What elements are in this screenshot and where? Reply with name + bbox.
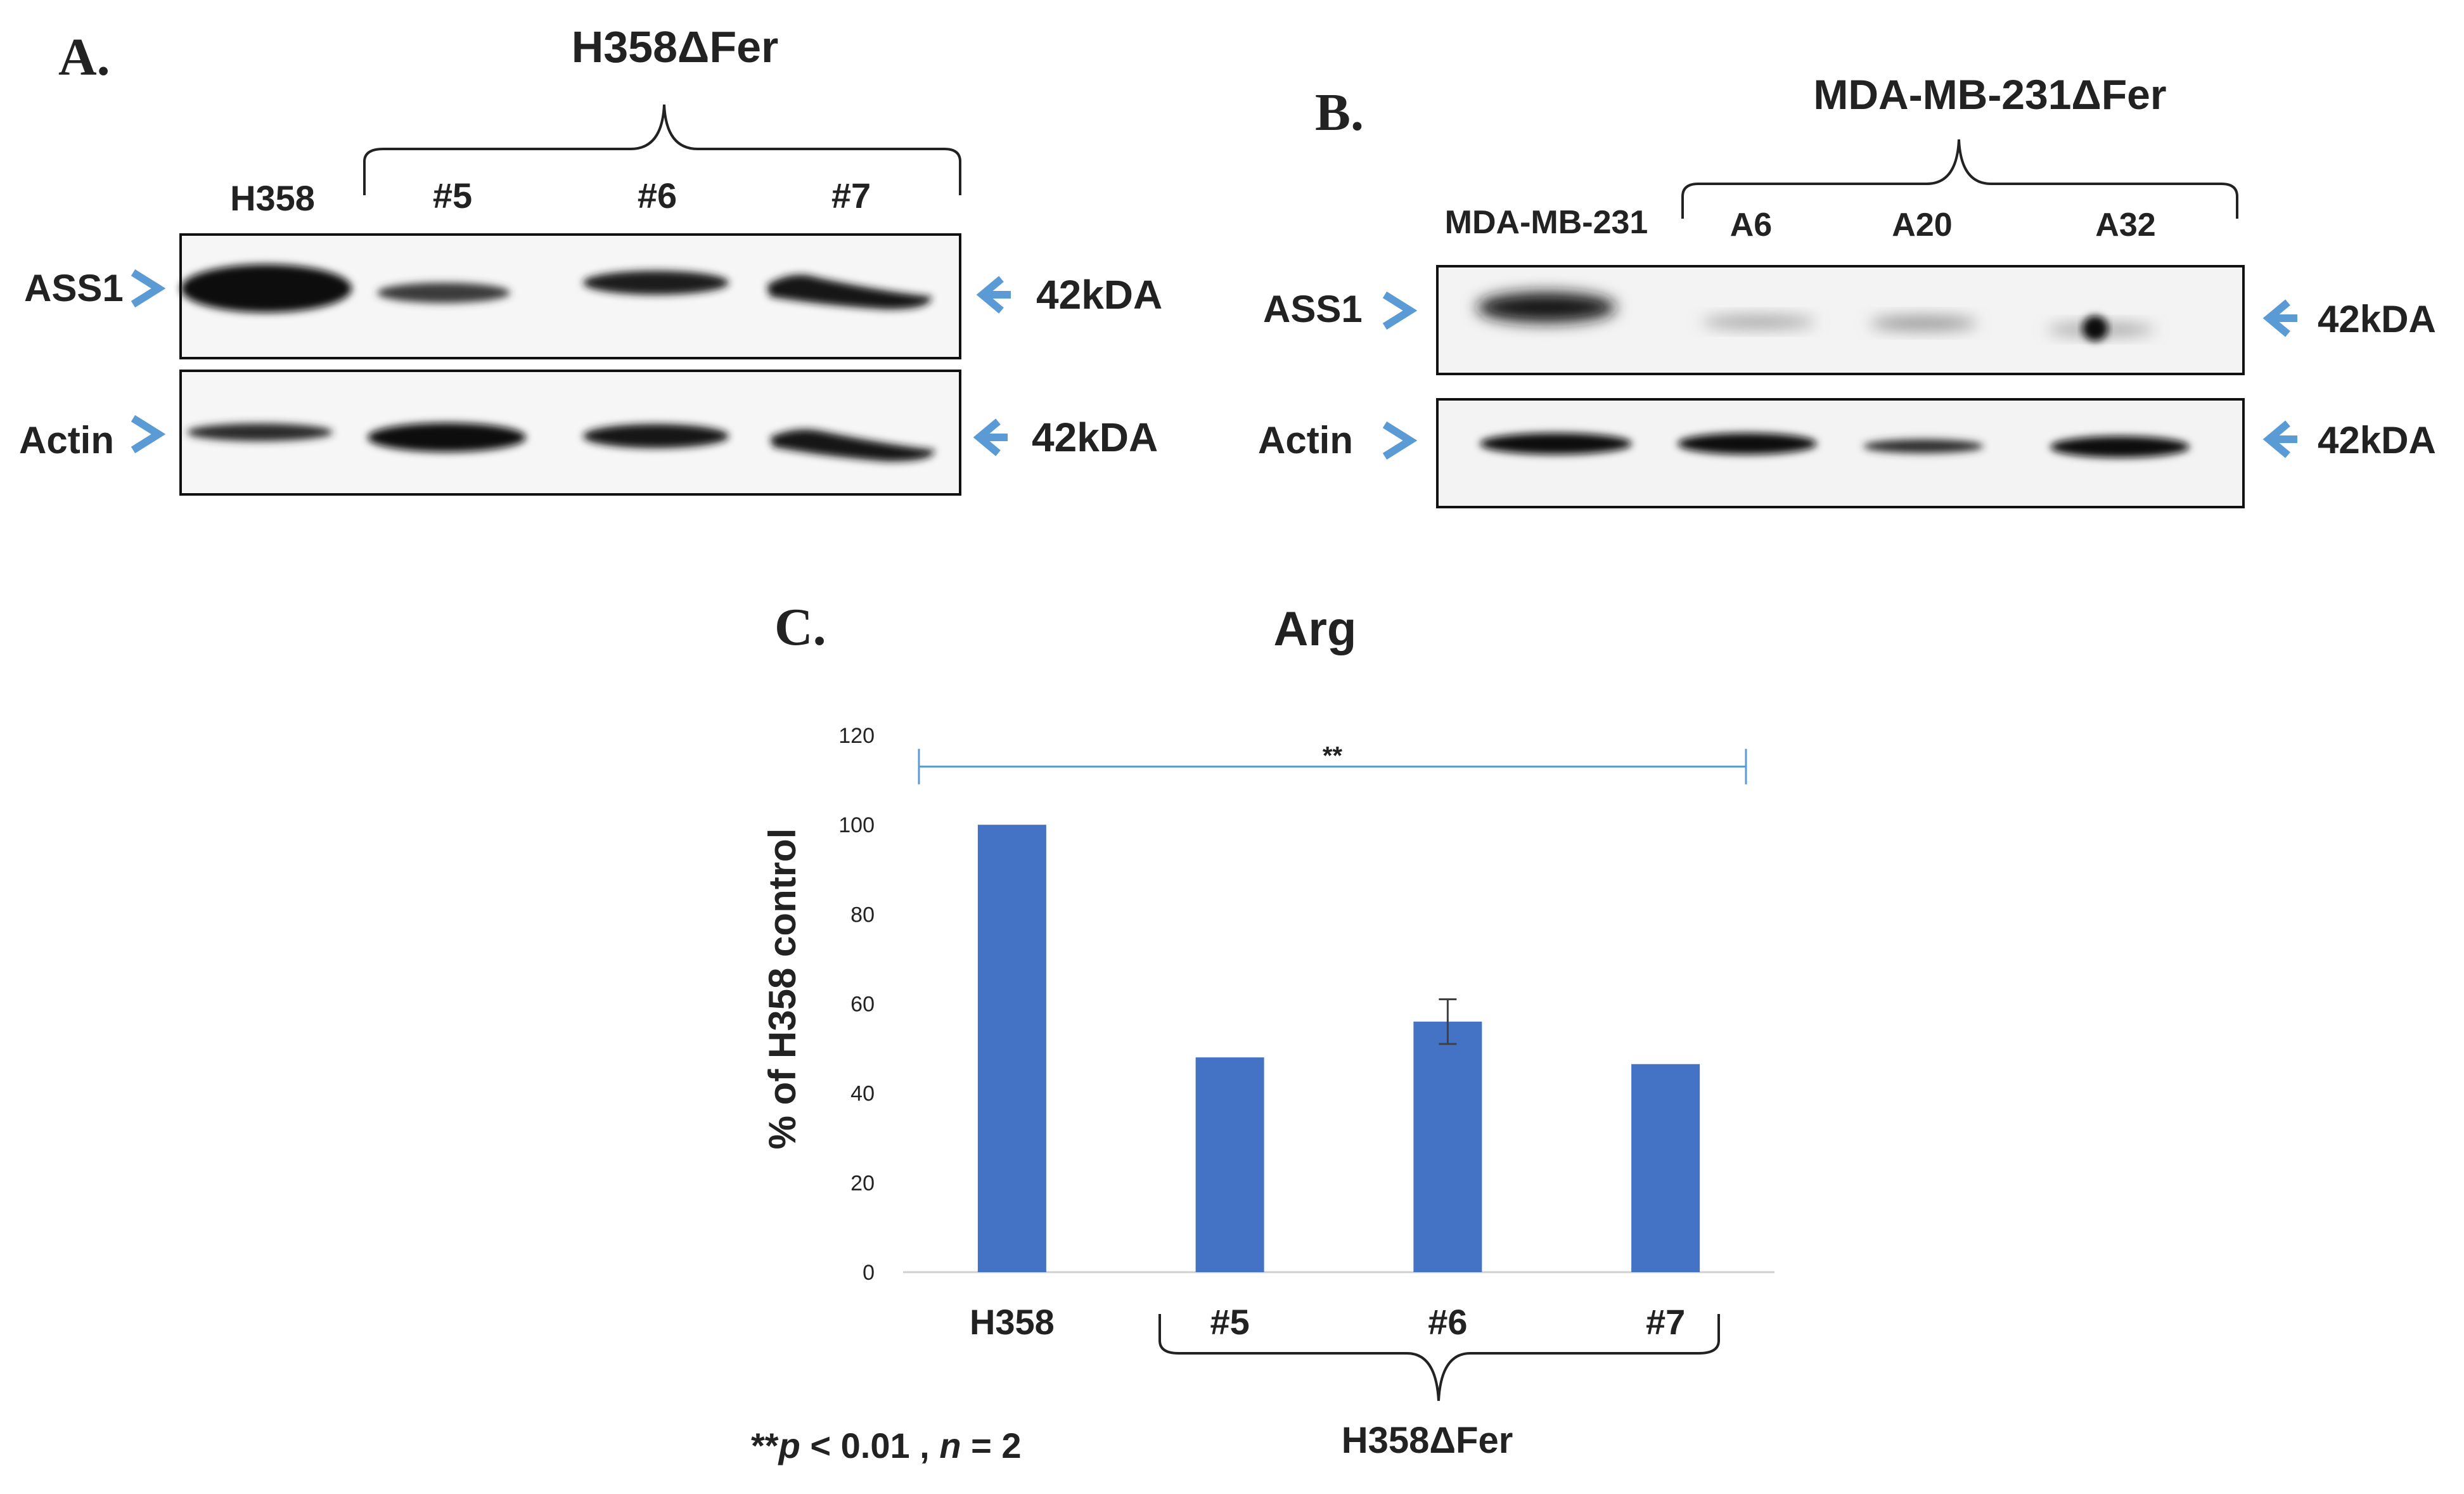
panel-b-lane-label-1: MDA-MB-231: [1445, 204, 1648, 241]
panel-a-actin-band-3: [583, 424, 729, 448]
bar: [1413, 1021, 1482, 1272]
panel-a-actin-bands: [187, 423, 935, 461]
panel-a-actin-band-2: [368, 423, 526, 452]
footnote-p: p: [778, 1426, 800, 1465]
footnote-stars: **: [751, 1426, 779, 1465]
chart-title: Arg: [1274, 602, 1357, 656]
panel-a-actin-band-4: [770, 429, 935, 461]
panel-b-letter: B.: [1315, 83, 1364, 142]
panel-a-lane-label-4: #7: [831, 176, 871, 216]
panel-a-ass1-right-arrow-icon: [976, 276, 1011, 314]
panel-c-group-label: H358ΔFer: [1342, 1420, 1513, 1461]
y-tick-label: 60: [850, 993, 875, 1017]
y-tick-label: 40: [850, 1082, 875, 1106]
panel-b-ass1-band-1: [1477, 292, 1616, 323]
panel-a-ass1-band-3: [583, 271, 729, 295]
panel-a-actin-left-arrow-icon: [131, 415, 166, 454]
panel-a-ass1-band-4: [767, 274, 932, 309]
panel-b-actin-band-3: [1863, 439, 1984, 453]
footnote-eq: = 2: [961, 1426, 1022, 1465]
panel-b-actin-label: Actin: [1258, 419, 1353, 461]
panel-b-ass1-band-3: [1870, 317, 1977, 330]
panel-a-group-bracket: [363, 104, 961, 195]
y-tick-label: 20: [850, 1171, 875, 1195]
panel-b-actin-left-arrow-icon: [1382, 421, 1418, 460]
panel-a-ass1-marker: 42kDA: [1036, 272, 1162, 318]
bar: [977, 825, 1046, 1272]
panel-b-ass1-right-arrow-icon: [2262, 299, 2297, 337]
panel-b-ass1-bands: [1477, 292, 2155, 341]
panel-b-ass1-spot: [2082, 316, 2108, 341]
panel-b-actin-band-4: [2050, 436, 2190, 458]
panel-a-lane-label-2: #5: [433, 176, 472, 216]
panel-a-ass1-label: ASS1: [24, 267, 124, 309]
panel-b-lane-label-4: A32: [2095, 207, 2155, 243]
significance-stars: **: [1323, 742, 1343, 770]
panel-b-ass1-marker: 42kDA: [2318, 298, 2436, 340]
panel-b-actin-band-2: [1678, 433, 1817, 454]
panel-b-actin-marker: 42kDA: [2318, 419, 2436, 461]
bar-chart: 0 20 40 60 80 100 120 H358 #5 #6 #7 **: [838, 724, 1774, 1342]
panel-a-lane-label-3: #6: [638, 176, 677, 216]
panel-a-lane-label-1: H358: [230, 178, 315, 218]
footnote-n: n: [939, 1426, 961, 1465]
bar: [1195, 1057, 1264, 1272]
y-axis-label: % of H358 control: [761, 828, 804, 1150]
panel-b: B. MDA-MB-231ΔFer MDA-MB-231 A6 A20 A32 …: [1258, 71, 2436, 508]
footnote-lt: < 0.01 ,: [800, 1426, 940, 1465]
panel-a-actin-label: Actin: [19, 419, 114, 461]
y-tick-label: 100: [838, 813, 875, 837]
panel-a-group-label: H358ΔFer: [572, 22, 779, 72]
panel-c-letter: C.: [774, 598, 826, 657]
panel-b-ass1-label: ASS1: [1263, 288, 1363, 330]
bar: [1631, 1064, 1700, 1272]
panel-a-ass1-band-1: [181, 264, 352, 312]
footnote: **p < 0.01 , n = 2: [751, 1426, 1022, 1465]
panel-a: A. H358ΔFer H358 #5 #6 #7 ASS1 42kDA Act…: [19, 22, 1162, 496]
panel-b-ass1-band-2: [1702, 316, 1816, 328]
panel-b-group-label: MDA-MB-231ΔFer: [1813, 71, 2166, 118]
panel-a-ass1-left-arrow-icon: [131, 269, 166, 308]
panel-b-lane-label-2: A6: [1730, 207, 1772, 243]
panel-c: C. Arg % of H358 control 0 20 40 60 80 100 120…: [751, 598, 1774, 1465]
panel-a-actin-right-arrow-icon: [973, 418, 1008, 456]
panel-b-group-bracket: [1681, 139, 2238, 219]
y-tick-label: 0: [863, 1261, 875, 1285]
panel-b-actin-band-1: [1480, 433, 1632, 454]
panel-a-actin-marker: 42kDA: [1032, 415, 1158, 460]
y-tick-label: 80: [850, 903, 875, 927]
panel-b-ass1-left-arrow-icon: [1382, 291, 1418, 330]
panel-b-actin-bands: [1480, 433, 2190, 458]
x-tick-label: H358: [970, 1302, 1055, 1342]
panel-a-ass1-bands: [181, 264, 932, 312]
panel-b-lane-label-3: A20: [1892, 207, 1952, 243]
x-tick-label: #7: [1646, 1302, 1685, 1342]
y-tick-label: 120: [838, 724, 875, 748]
panel-b-actin-right-arrow-icon: [2262, 420, 2297, 458]
panel-a-ass1-band-2: [377, 283, 510, 303]
panel-a-letter: A.: [58, 28, 110, 87]
panel-c-group-bracket: [1158, 1314, 1720, 1401]
x-tick-label: #5: [1210, 1302, 1249, 1342]
x-tick-label: #6: [1428, 1302, 1467, 1342]
panel-a-actin-band-1: [187, 423, 333, 441]
